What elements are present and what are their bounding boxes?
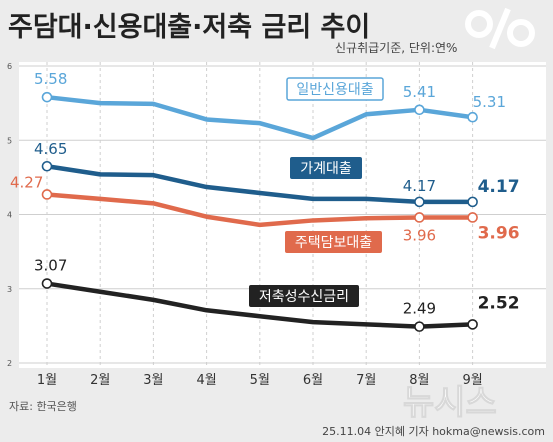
- series-tag-label: 가계대출: [300, 161, 352, 177]
- series-tag-label: 저축성수신금리: [259, 289, 349, 305]
- x-tick-label: 5월: [250, 373, 270, 388]
- series-tag-box: [249, 285, 359, 307]
- data-point-marker: [414, 321, 425, 332]
- source-note: 자료: 한국은행: [9, 400, 77, 413]
- chart-title: 주담대·신용대출·저축 금리 추이: [8, 12, 370, 43]
- data-point-marker: [414, 196, 425, 208]
- data-label: 5.58: [34, 70, 67, 88]
- series-line: [46, 192, 473, 228]
- y-tick-label: 6: [7, 62, 12, 71]
- x-tick-label: 1월: [37, 373, 57, 388]
- x-tick-label: 9월: [462, 373, 482, 388]
- data-label: 4.17: [478, 177, 520, 197]
- series-line: [46, 281, 473, 329]
- x-axis-ticks: 1월 2월 3월 4월 5월 6월 7월 8월 9월: [37, 373, 483, 388]
- data-point-marker: [467, 212, 478, 223]
- data-labels: 5.58 5.41 5.31 4.65 4.17 4.17 4.27 3.96 3.96 3.07…: [10, 70, 520, 317]
- x-tick-label: 8월: [409, 373, 429, 388]
- y-tick-label: 2: [7, 359, 12, 368]
- y-tick-label: 5: [7, 136, 12, 145]
- watermark: 뉴시스: [403, 383, 497, 423]
- series-tag-label: 주택담보대출: [295, 235, 372, 251]
- y-tick-label: 3: [7, 285, 12, 294]
- x-tick-label: 3월: [143, 373, 163, 388]
- data-label: 4.27: [10, 173, 43, 191]
- data-label: 4.65: [34, 140, 67, 158]
- data-point-marker: [41, 160, 53, 172]
- data-label: 5.31: [473, 93, 506, 111]
- x-tick-label: 2월: [90, 373, 110, 388]
- x-tick-label: 6월: [303, 373, 323, 388]
- series-tag-label: 일반신용대출: [296, 82, 373, 98]
- data-label: 4.17: [403, 177, 436, 195]
- y-tick-label: 4: [7, 211, 12, 220]
- data-label: 2.49: [403, 300, 436, 318]
- percent-logo-icon: %: [465, 7, 535, 50]
- data-point-marker: [41, 189, 53, 200]
- data-point-marker: [414, 212, 425, 223]
- data-point-marker: [467, 319, 478, 330]
- x-tick-label: 7월: [356, 373, 376, 388]
- data-point-marker: [467, 111, 478, 123]
- series-line: [46, 94, 473, 141]
- data-point-marker: [414, 104, 425, 116]
- series-tag-box: [285, 231, 382, 253]
- data-label: 3.96: [478, 223, 520, 243]
- data-label: 3.07: [34, 257, 67, 275]
- data-point-marker: [41, 91, 53, 103]
- chart-subtitle: 신규취급기준, 단위:연%: [335, 41, 457, 55]
- x-tick-label: 4월: [196, 373, 216, 388]
- data-label: 2.52: [478, 293, 520, 313]
- data-point-marker: [41, 278, 53, 289]
- credit-line: 25.11.04 안지혜 기자 hokma@newsis.com: [322, 425, 545, 438]
- y-axis-ticks: 2 3 4 5 6: [7, 62, 12, 368]
- series-tag-box: [286, 77, 384, 101]
- series-tag-box: [290, 157, 362, 179]
- series-lines: [41, 91, 478, 332]
- data-point-marker: [467, 196, 478, 208]
- data-label: 3.96: [403, 226, 436, 244]
- data-label: 5.41: [403, 83, 436, 101]
- series-line: [46, 164, 473, 205]
